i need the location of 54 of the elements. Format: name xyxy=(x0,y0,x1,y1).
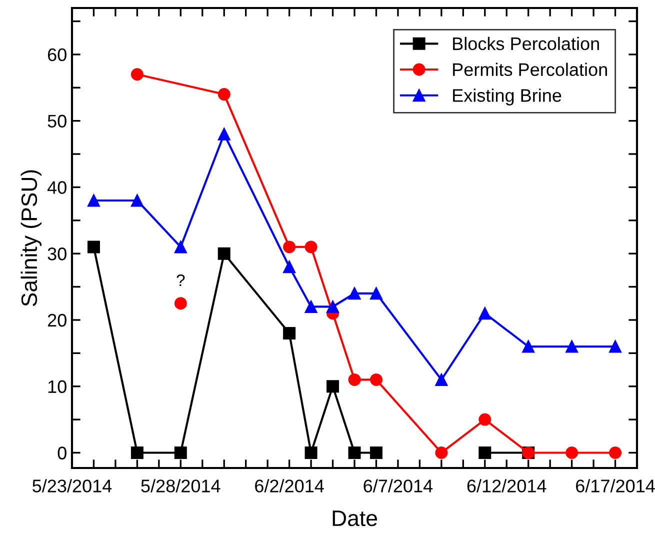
point xyxy=(370,287,382,300)
point xyxy=(218,88,230,101)
point xyxy=(348,373,361,386)
point xyxy=(609,340,622,353)
point xyxy=(348,446,361,459)
point xyxy=(478,446,492,459)
x-tick-label: 6/12/2014 xyxy=(467,479,546,492)
point xyxy=(218,247,230,260)
x-tick-label: 5/23/2014 xyxy=(32,479,112,492)
y-tick-label: 60 xyxy=(48,48,66,62)
point xyxy=(370,373,382,386)
point xyxy=(283,327,296,340)
point xyxy=(304,240,318,254)
point xyxy=(304,446,318,459)
y-tick-label: 10 xyxy=(48,380,66,394)
point xyxy=(348,287,361,300)
point xyxy=(609,446,622,459)
x-tick-label: 5/28/2014 xyxy=(141,479,220,492)
annotation: ? xyxy=(176,274,185,286)
point xyxy=(87,194,100,207)
point xyxy=(326,300,340,313)
point xyxy=(130,446,144,459)
point xyxy=(370,446,382,459)
y-tick-label: 40 xyxy=(47,181,66,194)
legend-label: Existing Brine xyxy=(453,88,562,106)
point xyxy=(435,446,448,459)
x-tick-label: 6/7/2014 xyxy=(364,479,433,492)
legend-label: Blocks Percolation xyxy=(453,36,599,50)
point xyxy=(566,446,578,459)
point xyxy=(174,240,187,254)
point xyxy=(130,68,144,81)
x-tick-label: 6/17/2014 xyxy=(576,479,655,492)
y-axis-title: Salinity (PSU) xyxy=(20,170,42,306)
x-axis-title: Date xyxy=(332,510,377,526)
point xyxy=(218,128,230,140)
point xyxy=(283,260,296,274)
x-tick-label: 6/2/2014 xyxy=(255,479,324,492)
point xyxy=(87,240,100,254)
y-tick-label: 20 xyxy=(48,314,66,327)
legend-label: Permits Percolation xyxy=(453,62,607,76)
y-tick-label: 0 xyxy=(58,446,66,460)
point xyxy=(174,446,187,459)
point xyxy=(174,297,187,310)
y-tick-label: 50 xyxy=(48,114,66,128)
point xyxy=(478,413,492,426)
y-tick-label: 30 xyxy=(48,248,66,260)
point xyxy=(283,240,296,254)
point xyxy=(435,373,448,386)
point xyxy=(304,300,318,313)
point xyxy=(566,340,578,353)
point xyxy=(478,307,492,320)
point xyxy=(326,380,340,393)
point xyxy=(130,194,144,207)
point xyxy=(522,340,535,353)
